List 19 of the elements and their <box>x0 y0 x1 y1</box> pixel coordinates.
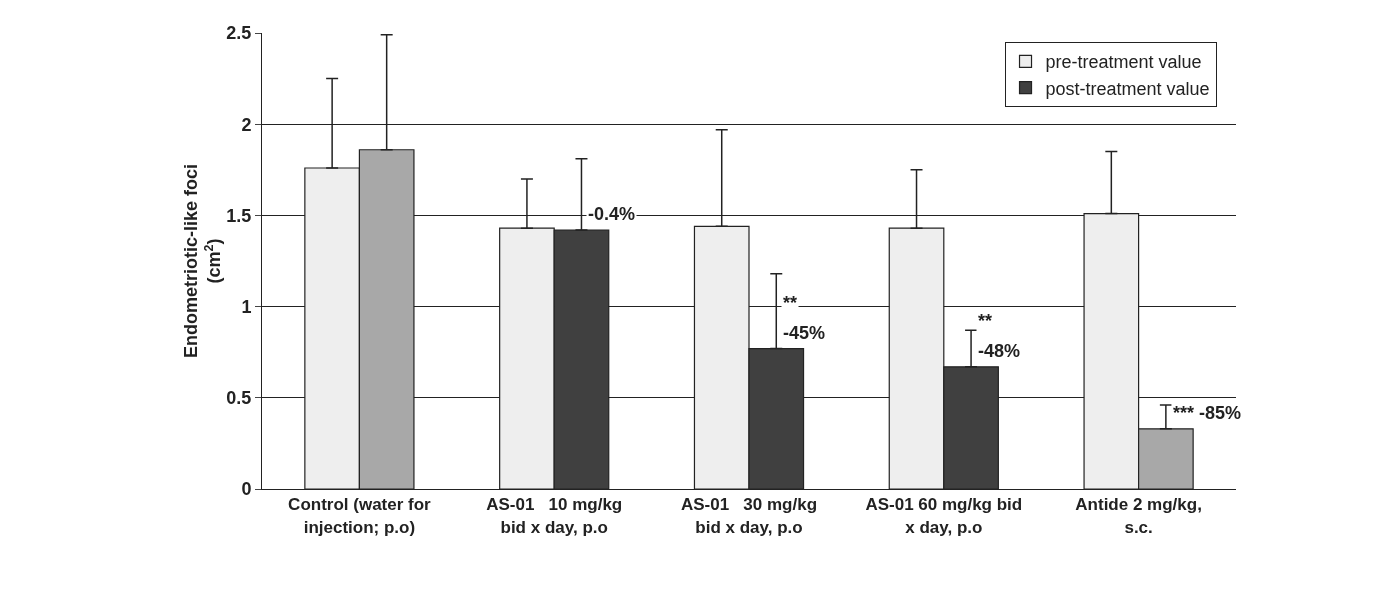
y-tick-label: 0 <box>241 479 252 500</box>
y-tick-label: 2.5 <box>226 23 252 44</box>
annotation: -0.4% <box>588 204 636 224</box>
annotation: ** <box>978 311 993 331</box>
legend-label: post-treatment value <box>1045 78 1210 99</box>
x-tick-label: AS-01 10 mg/kg bid x day, p.o <box>486 495 623 537</box>
y-tick-label: 1 <box>241 296 252 317</box>
y-tick-label: 0.5 <box>226 388 252 409</box>
annotation: *** -85% <box>1173 403 1242 423</box>
x-tick-label: Antide 2 mg/kg, s.c. <box>1075 495 1202 537</box>
x-tick-label: AS-01 60 mg/kg bid x day, p.o <box>865 495 1023 537</box>
annotation: -45% <box>783 323 826 343</box>
x-tick-label: AS-01 30 mg/kg bid x day, p.o <box>680 495 818 537</box>
y-tick-label: 1.5 <box>226 205 252 226</box>
annotation: -48% <box>978 341 1021 361</box>
annotation: ** <box>783 293 798 313</box>
legend-label: pre-treatment value <box>1045 52 1202 73</box>
y-tick-label: 2 <box>241 114 252 135</box>
x-tick-label: Control (water for injection; p.o) <box>288 495 432 537</box>
